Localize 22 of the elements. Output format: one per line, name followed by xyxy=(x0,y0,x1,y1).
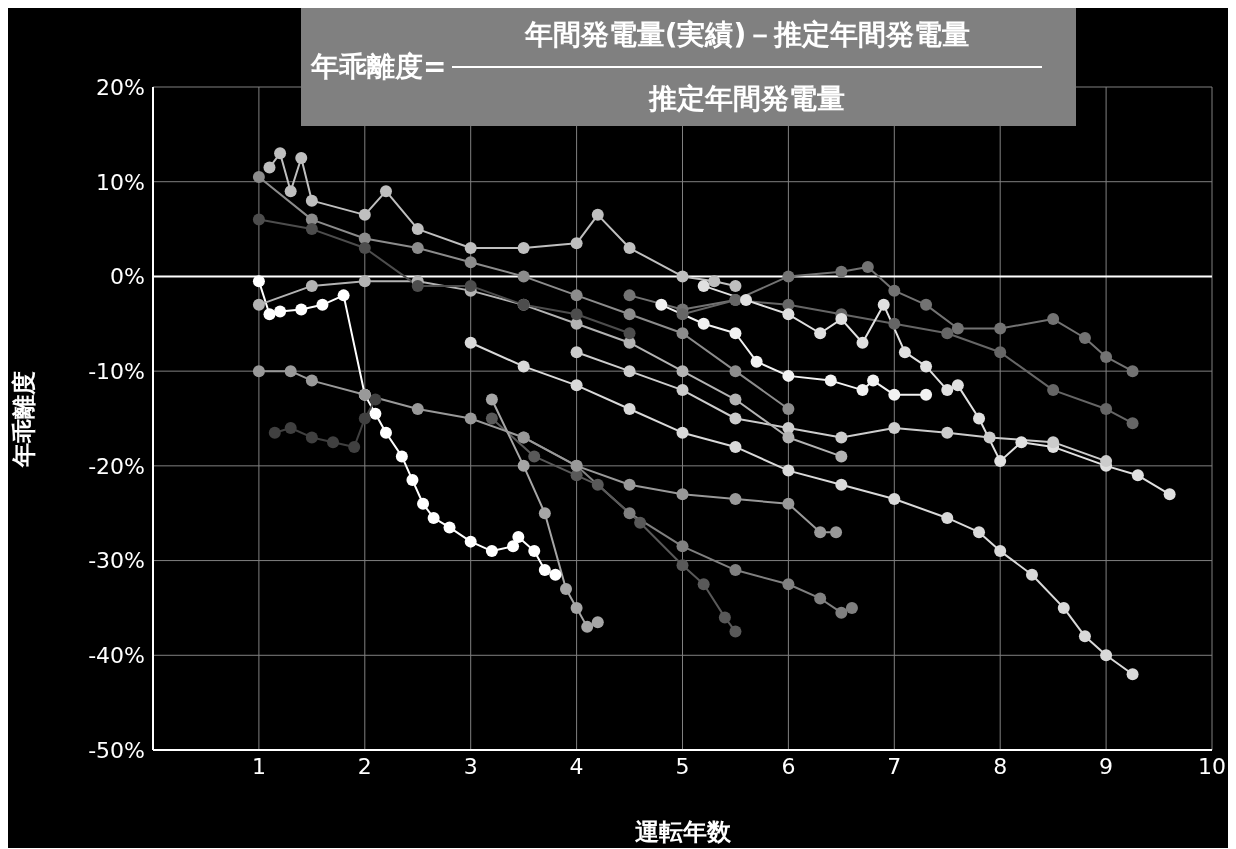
x-tick-label: 1 xyxy=(251,753,266,779)
x-tick-label: 8 xyxy=(993,753,1008,779)
x-tick-label: 2 xyxy=(357,753,372,779)
x-tick-label: 6 xyxy=(781,753,796,779)
x-tick-label: 4 xyxy=(569,753,584,779)
annotation: 推定年間発電量 xyxy=(649,81,846,117)
y-tick-label: 0% xyxy=(110,264,145,290)
y-tick-label: -40% xyxy=(88,643,145,669)
y-tick-label: -20% xyxy=(88,453,145,479)
x-tick-label: 9 xyxy=(1099,753,1114,779)
y-tick-label: 20% xyxy=(96,74,145,100)
y-axis-title: 年乖離度 xyxy=(9,370,38,468)
y-tick-label: -30% xyxy=(88,548,145,574)
x-tick-label: 7 xyxy=(887,753,902,779)
y-tick-label: 10% xyxy=(96,169,145,195)
y-tick-label: -10% xyxy=(88,358,145,384)
formula-panel: 年乖離度= 年間発電量(実績)－推定年間発電量 推定年間発電量 xyxy=(301,8,1076,126)
x-tick-label: 3 xyxy=(463,753,478,779)
x-tick-label: 10 xyxy=(1198,753,1226,779)
x-axis-title: 運転年数 xyxy=(634,818,732,846)
x-tick-label: 5 xyxy=(675,753,690,779)
y-tick-label: -50% xyxy=(88,737,145,763)
